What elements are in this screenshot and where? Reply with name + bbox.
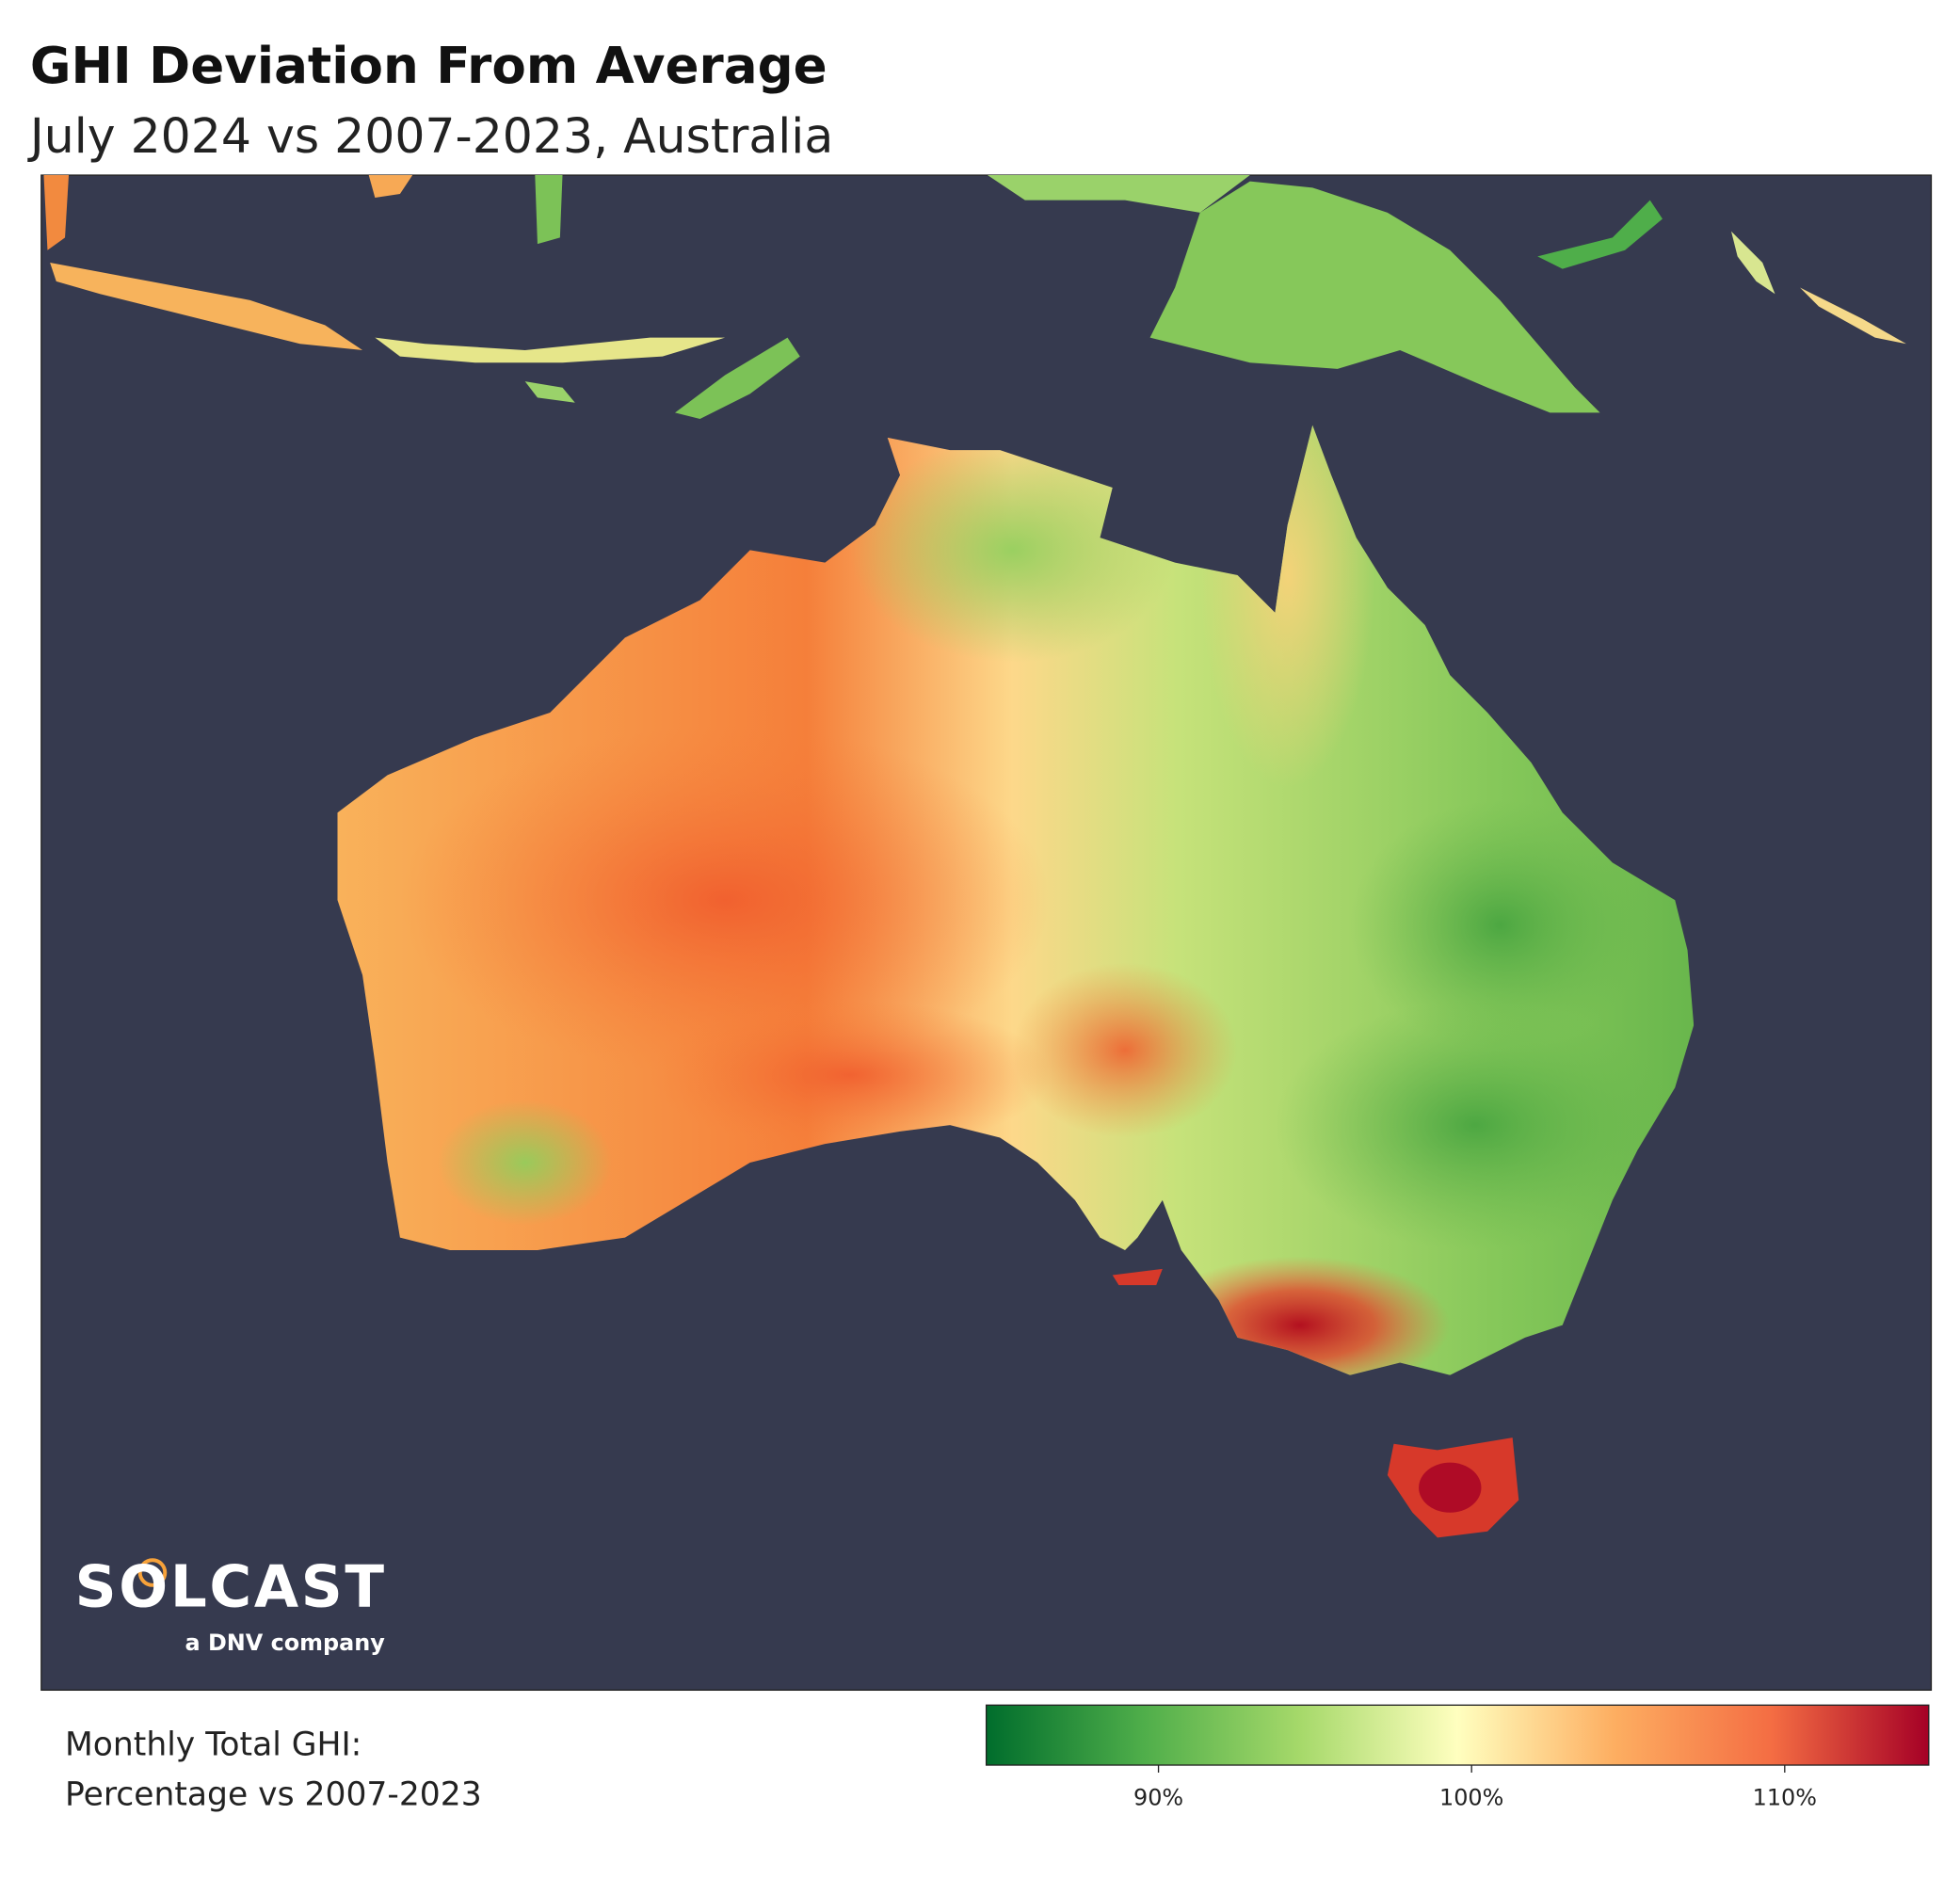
sumatra xyxy=(43,175,70,250)
logo-tagline: a DNV company xyxy=(185,1630,386,1656)
logo-name: SOLCAST xyxy=(75,1553,387,1620)
legend-label: Monthly Total GHI: xyxy=(65,1726,361,1763)
tasmania-hot xyxy=(1419,1462,1482,1513)
legend-label: Percentage vs 2007-2023 xyxy=(65,1776,482,1814)
logo: SOLCAST a DNV company xyxy=(75,1553,387,1656)
new-britain xyxy=(1537,200,1663,269)
title: GHI Deviation From Average xyxy=(30,37,827,95)
lesser-sunda xyxy=(375,337,726,363)
sulawesi xyxy=(535,175,563,245)
logo-sun xyxy=(137,1558,168,1587)
colorbar: 90% 100% 110% xyxy=(985,1704,1930,1811)
colorbar-tick-label: 100% xyxy=(1439,1785,1503,1811)
new-guinea xyxy=(1149,181,1600,413)
sumba xyxy=(524,381,575,403)
java xyxy=(50,262,363,350)
timor xyxy=(675,337,800,419)
colorbar-tick-label: 110% xyxy=(1753,1785,1817,1811)
solomons-east xyxy=(1800,287,1906,345)
new-guinea-north xyxy=(987,175,1250,213)
subtitle: July 2024 vs 2007-2023, Australia xyxy=(27,108,833,164)
kangaroo-island xyxy=(1112,1268,1163,1286)
colorbar-tick-label: 90% xyxy=(1133,1785,1183,1811)
colorbar-fill xyxy=(985,1704,1930,1766)
borneo xyxy=(368,175,413,198)
solomons xyxy=(1731,231,1775,295)
